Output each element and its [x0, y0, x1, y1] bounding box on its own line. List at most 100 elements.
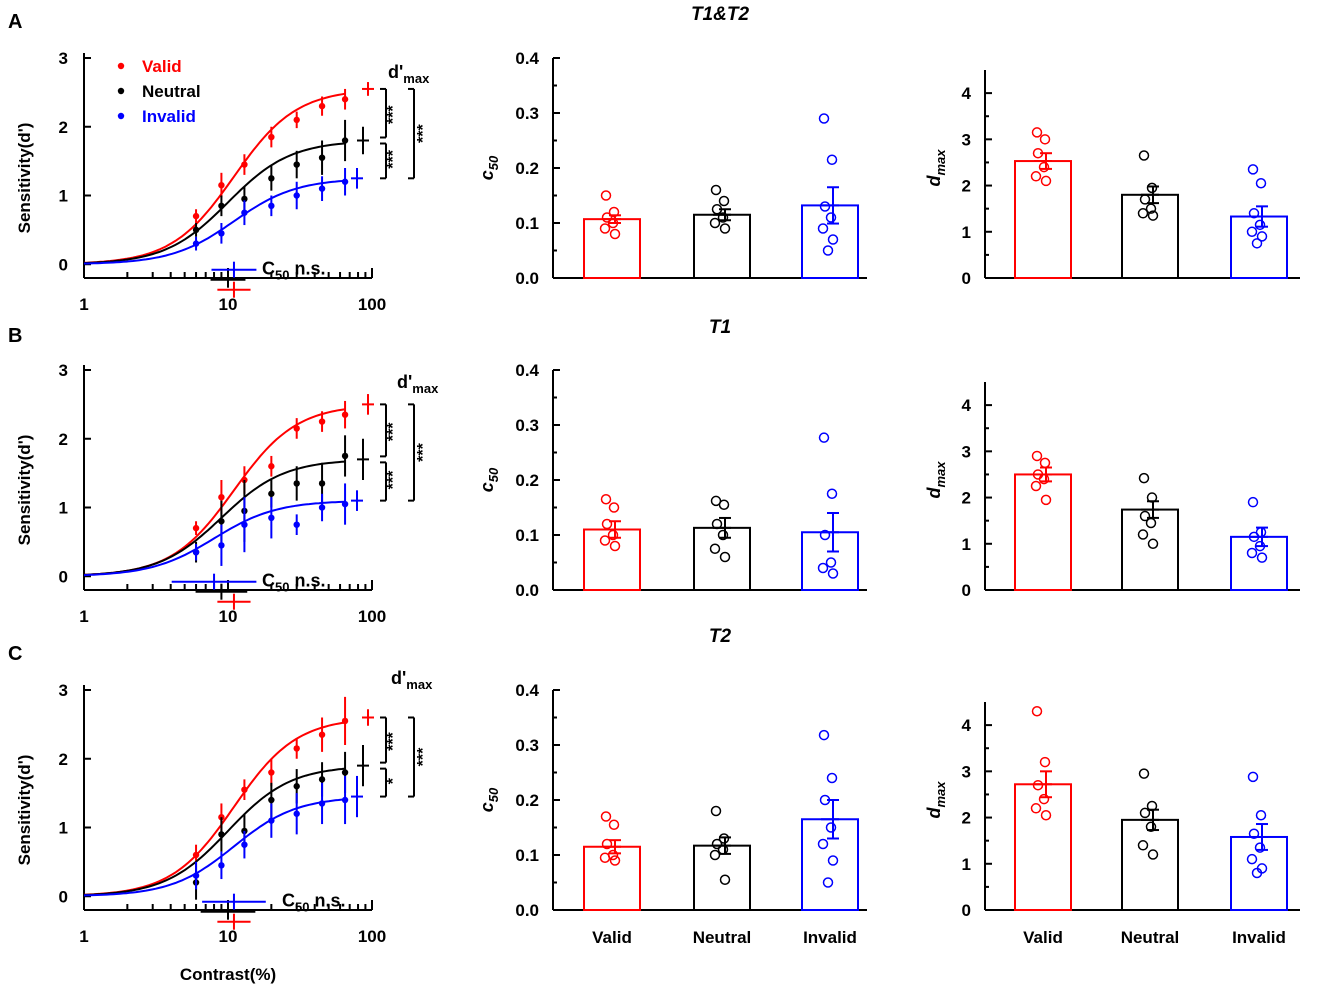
data-point: [218, 542, 225, 549]
dmax-subject-point: [1139, 194, 1151, 205]
data-point: [341, 500, 349, 508]
data-point: [268, 463, 275, 470]
data-point: [318, 418, 326, 425]
dmax-subject-point: [1247, 496, 1259, 508]
c50-subject-point: [609, 540, 621, 552]
data-point: [268, 175, 275, 182]
c50-subject-point: [826, 772, 838, 784]
c50-subject-point: [599, 535, 611, 546]
contrast-x-tick-label: 1: [79, 295, 88, 314]
significance-label: ***: [415, 747, 432, 766]
dmax-bar-chart: 0 1 2 3 4 dmax Valid Neutral Invalid: [924, 702, 1300, 947]
data-point: [192, 548, 200, 556]
dmax-y-tick-label: 0: [962, 901, 971, 920]
data-point: [293, 745, 300, 752]
data-point: [192, 226, 200, 234]
legend-marker: [117, 87, 125, 95]
dmax-subject-point: [1039, 756, 1051, 768]
c50-subject-point: [818, 432, 830, 443]
c50-subject-point: [817, 223, 829, 234]
dmax-subject-point: [1254, 540, 1266, 552]
dmax-category-label: Invalid: [1232, 928, 1286, 947]
data-point: [241, 195, 248, 203]
c50-subject-point: [717, 844, 729, 855]
contrast-y-tick-label: 3: [59, 361, 68, 380]
c50-y-label-main: c: [477, 802, 497, 812]
c50-subject-point: [710, 184, 722, 196]
data-point: [318, 185, 326, 192]
series-neutral: [83, 435, 369, 600]
dmax-subject-point: [1255, 809, 1267, 821]
contrast-y-tick-label: 3: [59, 681, 68, 700]
dmax-subject-point: [1146, 800, 1158, 812]
c50-subject-point: [608, 206, 620, 218]
significance-label: ***: [385, 422, 402, 441]
contrast-y-tick-label: 1: [59, 499, 68, 518]
dmax-subject-point: [1040, 494, 1052, 506]
significance-label: ***: [415, 442, 432, 461]
series-neutral: [83, 119, 369, 288]
c50-subject-point: [717, 212, 729, 223]
data-point: [293, 810, 300, 817]
dmax-subject-point: [1040, 175, 1052, 187]
c50-subject-point: [709, 217, 721, 229]
data-point: [192, 240, 200, 247]
data-point: [293, 116, 300, 124]
dprime-max-label: d'max: [388, 62, 430, 86]
dmax-subject-point: [1031, 127, 1043, 138]
c50-subject-point: [819, 794, 831, 806]
dprime-sub: max: [412, 381, 439, 396]
contrast-y-tick-label: 1: [59, 187, 68, 206]
significance-label: ***: [415, 124, 432, 143]
dmax-y-tick-label: 4: [962, 396, 972, 415]
contrast-y-tick-label: 0: [59, 567, 68, 586]
c50-y-label: c50: [477, 467, 501, 492]
dmax-y-label-main: d: [924, 175, 944, 187]
data-point: [341, 96, 349, 103]
c50-category-label: Valid: [592, 928, 632, 947]
panel-title: T2: [709, 626, 732, 647]
data-point: [318, 800, 326, 807]
dmax-subject-point: [1251, 867, 1263, 879]
fit-curve-neutral: [83, 767, 346, 896]
series-valid: [83, 82, 374, 298]
c50-subject-point: [719, 223, 731, 234]
data-point: [241, 786, 248, 793]
c50-ns-label: C50 n.s.: [262, 570, 325, 594]
data-point: [192, 212, 200, 220]
dmax-y-tick-label: 4: [962, 716, 972, 735]
dmax-y-tick-label: 4: [962, 84, 972, 103]
c50-y-tick-label: 0.0: [515, 581, 539, 600]
c50-subject-point: [827, 568, 839, 579]
c50-subject-point: [819, 201, 831, 212]
c50-subject-point: [599, 223, 611, 234]
significance-label: ***: [385, 105, 402, 124]
dmax-category-label: Valid: [1023, 928, 1063, 947]
dmax-subject-point: [1256, 231, 1268, 242]
contrast-x-title: Contrast(%): [180, 965, 276, 984]
c50-ns-main: C: [262, 570, 275, 590]
c50-subject-point: [825, 557, 837, 568]
series-neutral: [83, 745, 369, 920]
data-point: [341, 178, 349, 185]
data-point: [293, 192, 300, 199]
fit-curve-neutral: [83, 142, 346, 264]
c50-ns-tail: n.s.: [289, 258, 325, 278]
data-point: [268, 202, 275, 210]
fit-curve-invalid: [83, 500, 346, 577]
c50-subject-point: [827, 855, 839, 866]
dmax-bar-chart: 0 1 2 3 4 dmax: [924, 382, 1300, 600]
contrast-x-tick-label: 100: [358, 607, 386, 626]
dmax-y-tick-label: 1: [962, 223, 971, 242]
c50-subject-point: [818, 113, 830, 124]
dmax-bar-valid: [1014, 473, 1072, 592]
dprime-max-label: d'max: [397, 372, 439, 396]
dmax-y-tick-label: 2: [962, 489, 971, 508]
dmax-subject-point: [1138, 150, 1150, 161]
series-invalid: [84, 168, 363, 278]
c50-bar-chart: 0.0 0.1 0.2 0.3 0.4 c50: [477, 49, 867, 288]
data-point: [318, 154, 326, 161]
c50-subject-point: [607, 217, 619, 229]
data-point: [341, 411, 349, 418]
